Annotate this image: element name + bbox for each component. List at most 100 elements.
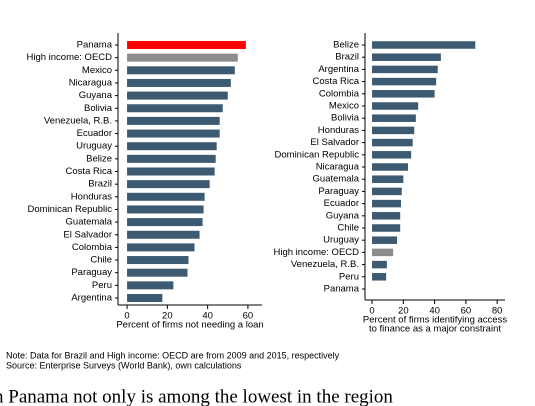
bar (127, 41, 246, 49)
category-label: Chile (337, 223, 359, 234)
category-label: Guatemala (313, 174, 360, 185)
category-label: Chile (90, 255, 112, 266)
bar (127, 104, 223, 113)
bar (372, 138, 413, 147)
bar (372, 77, 437, 86)
category-label: Peru (339, 271, 359, 282)
bar (127, 53, 238, 62)
bar (372, 53, 441, 61)
category-label: Costa Rica (313, 76, 360, 87)
bar (127, 256, 189, 265)
category-label: Dominican Republic (28, 204, 113, 215)
bar (127, 268, 188, 277)
category-label: Paraguay (71, 267, 112, 278)
category-label: Belize (86, 153, 112, 164)
bar (127, 78, 231, 87)
category-label: Uruguay (323, 235, 359, 246)
x-tick-label: 20 (398, 306, 409, 317)
bar (127, 91, 228, 100)
category-label: Ecuador (324, 198, 359, 209)
category-label: Brazil (88, 179, 112, 190)
x-tick-label: 0 (124, 311, 129, 322)
category-label: Honduras (71, 191, 112, 202)
bar (127, 218, 203, 227)
bar (372, 224, 401, 232)
category-label: Panama (324, 284, 360, 295)
bar (372, 151, 412, 159)
bar (372, 114, 416, 122)
bar (127, 192, 205, 201)
bar (372, 236, 398, 244)
category-label: Mexico (82, 65, 112, 76)
category-label: High income: OECD (26, 52, 112, 63)
category-label: Venezuela, R.B. (44, 115, 112, 126)
bar (372, 175, 404, 183)
x-tick-label: 40 (202, 311, 213, 322)
category-label: Venezuela, R.B. (291, 259, 359, 270)
x-tick-label: 60 (243, 311, 254, 322)
category-label: Paraguay (318, 186, 359, 197)
bar (372, 187, 402, 196)
x-axis-title: Percent of firms not needing a loan (116, 320, 263, 331)
bar (372, 102, 419, 110)
bar (372, 212, 401, 220)
category-label: Mexico (329, 101, 359, 112)
bar (127, 116, 220, 125)
bar (127, 66, 235, 75)
category-label: Peru (92, 280, 112, 291)
note: Note: Data for Brazil and High income: O… (6, 350, 340, 360)
category-label: Honduras (318, 125, 359, 136)
category-label: Ecuador (77, 128, 112, 139)
bar (127, 129, 220, 138)
bar (372, 65, 438, 74)
x-tick-label: 0 (369, 306, 374, 317)
bar (372, 199, 401, 208)
category-label: Brazil (335, 52, 359, 63)
bar (372, 248, 394, 257)
category-label: Uruguay (76, 141, 112, 152)
category-label: Costa Rica (66, 166, 113, 177)
category-label: Panama (77, 40, 113, 51)
bar (127, 180, 210, 189)
category-label: Bolivia (331, 113, 360, 124)
category-label: Guyana (79, 90, 113, 101)
category-label: El Salvador (310, 137, 359, 148)
bar (127, 205, 204, 214)
bar (127, 154, 216, 163)
category-label: Argentina (71, 293, 112, 304)
x-tick-label: 60 (461, 306, 472, 317)
bar (372, 273, 387, 281)
bar (372, 126, 415, 135)
category-label: Guatemala (66, 217, 113, 228)
category-label: Argentina (318, 64, 359, 75)
bar (127, 243, 195, 252)
bar (372, 260, 387, 269)
category-label: El Salvador (63, 229, 112, 240)
category-label: Guyana (326, 210, 360, 221)
body-text: n Panama not only is among the lowest in… (0, 386, 393, 406)
bar (127, 230, 200, 239)
x-axis-title: to finance as a major constraint (369, 324, 501, 335)
bar (127, 142, 217, 151)
bar (127, 281, 174, 290)
category-label: Bolivia (84, 103, 113, 114)
bar (372, 163, 409, 171)
source: Source: Enterprise Surveys (World Bank),… (6, 360, 242, 370)
category-label: Belize (333, 40, 359, 51)
category-label: Dominican Republic (275, 149, 360, 160)
x-tick-label: 20 (162, 311, 173, 322)
bar (372, 41, 476, 49)
category-label: Nicaragua (316, 162, 360, 173)
category-label: Colombia (319, 88, 360, 99)
x-tick-label: 40 (429, 306, 440, 317)
x-tick-label: 80 (492, 306, 503, 317)
bar (127, 294, 163, 302)
category-label: High income: OECD (273, 247, 359, 258)
bar (372, 90, 435, 98)
x-axis-title: Percent of firms identifying access (363, 315, 507, 326)
category-label: Colombia (72, 242, 113, 253)
category-label: Nicaragua (69, 77, 113, 88)
bar (127, 167, 215, 176)
